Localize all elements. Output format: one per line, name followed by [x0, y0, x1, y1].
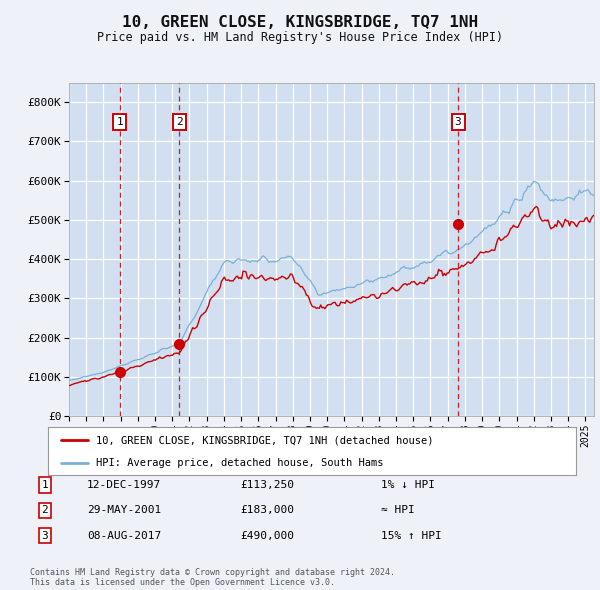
Text: 15% ↑ HPI: 15% ↑ HPI	[381, 531, 442, 540]
Text: Contains HM Land Registry data © Crown copyright and database right 2024.
This d: Contains HM Land Registry data © Crown c…	[30, 568, 395, 587]
Bar	[69, 83, 120, 416]
Text: 1: 1	[116, 117, 123, 127]
Text: 10, GREEN CLOSE, KINGSBRIDGE, TQ7 1NH (detached house): 10, GREEN CLOSE, KINGSBRIDGE, TQ7 1NH (d…	[95, 435, 433, 445]
Bar	[120, 83, 179, 416]
Text: 10, GREEN CLOSE, KINGSBRIDGE, TQ7 1NH: 10, GREEN CLOSE, KINGSBRIDGE, TQ7 1NH	[122, 15, 478, 30]
Text: ≈ HPI: ≈ HPI	[381, 506, 415, 515]
Text: 2: 2	[41, 506, 49, 515]
Text: 08-AUG-2017: 08-AUG-2017	[87, 531, 161, 540]
Text: 3: 3	[41, 531, 49, 540]
Text: £490,000: £490,000	[240, 531, 294, 540]
Text: 3: 3	[455, 117, 461, 127]
Text: 1% ↓ HPI: 1% ↓ HPI	[381, 480, 435, 490]
Bar	[458, 83, 594, 416]
Text: 12-DEC-1997: 12-DEC-1997	[87, 480, 161, 490]
Text: Price paid vs. HM Land Registry's House Price Index (HPI): Price paid vs. HM Land Registry's House …	[97, 31, 503, 44]
Text: HPI: Average price, detached house, South Hams: HPI: Average price, detached house, Sout…	[95, 458, 383, 468]
Text: 2: 2	[176, 117, 183, 127]
Text: 1: 1	[41, 480, 49, 490]
Bar	[179, 83, 458, 416]
Text: £183,000: £183,000	[240, 506, 294, 515]
Text: £113,250: £113,250	[240, 480, 294, 490]
Text: 29-MAY-2001: 29-MAY-2001	[87, 506, 161, 515]
